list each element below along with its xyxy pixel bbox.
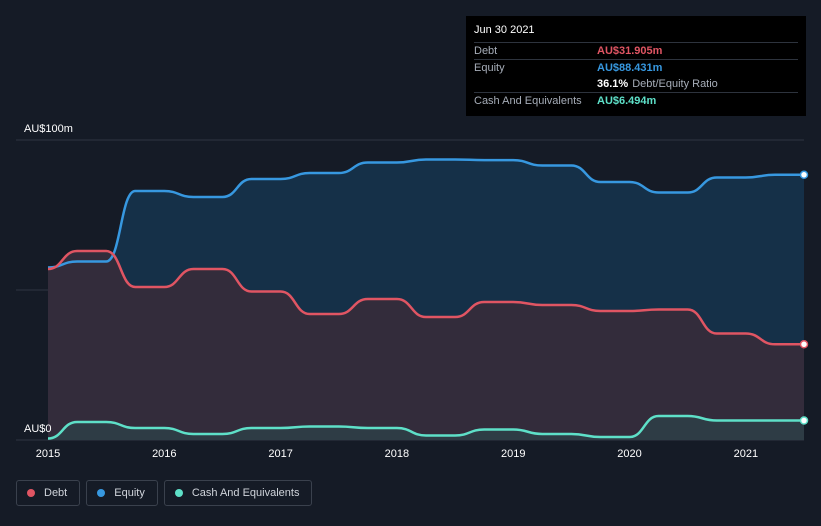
cash-and-equivalents-line: [47, 414, 804, 440]
y-axis-top-label: AU$100m: [24, 123, 73, 135]
x-tick-label-2020: 2020: [617, 448, 641, 460]
equity-dot-icon: [97, 489, 106, 497]
x-tick-label-2017: 2017: [268, 448, 292, 460]
tooltip-debt-value: AU$31.905m: [597, 45, 663, 57]
x-axis-ticks: 2015 2016 2017 2018 2019 2020 2021: [36, 448, 758, 460]
chart-endpoints: [799, 170, 809, 425]
x-tick-label-2021: 2021: [734, 448, 758, 460]
tooltip-ratio-value: 36.1%: [597, 78, 629, 90]
legend-equity-label: Equity: [114, 487, 145, 499]
x-tick-label-2016: 2016: [152, 448, 176, 460]
chart-lines: [47, 158, 804, 440]
chart-areas: [48, 159, 804, 440]
legend-item-equity[interactable]: Equity: [86, 480, 158, 506]
cash-and-equivalents-area: [48, 416, 804, 440]
debt-endpoint: [799, 340, 809, 349]
x-tick-label-2015: 2015: [36, 448, 60, 460]
equity-line: [47, 158, 804, 269]
legend-debt-label: Debt: [44, 487, 68, 499]
debt-line: [47, 249, 804, 346]
data-tooltip: Jun 30 2021 Debt AU$31.905m Equity AU$88…: [466, 16, 806, 116]
tooltip-cash-label: Cash And Equivalents: [474, 95, 582, 107]
legend-item-debt[interactable]: Debt: [16, 480, 81, 506]
legend-item-cash[interactable]: Cash And Equivalents: [163, 480, 313, 506]
tooltip-ratio-label: Debt/Equity Ratio: [632, 78, 718, 90]
tooltip-equity-label: Equity: [474, 62, 505, 74]
debt-dot-icon: [27, 489, 35, 497]
tooltip-debt-label: Debt: [474, 45, 498, 57]
tooltip-date: Jun 30 2021: [474, 24, 535, 36]
tooltip-row-equity: Equity AU$88.431m: [474, 59, 798, 76]
chart-legend: Debt Equity Cash And Equivalents: [16, 480, 313, 506]
tooltip-cash-value: AU$6.494m: [597, 95, 657, 107]
debt-area: [48, 251, 804, 440]
x-tick-label-2019: 2019: [501, 448, 525, 460]
cash-dot-icon: [174, 489, 183, 497]
x-tick-label-2018: 2018: [385, 448, 409, 460]
tooltip-row-debt: Debt AU$31.905m: [474, 42, 798, 59]
cash-and-equivalents-endpoint: [799, 416, 809, 425]
equity-endpoint: [799, 170, 809, 180]
legend-cash-label: Cash And Equivalents: [191, 487, 300, 499]
tooltip-row-cash: Cash And Equivalents AU$6.494m: [474, 92, 798, 109]
tooltip-row-ratio: 36.1% Debt/Equity Ratio: [474, 76, 798, 92]
y-axis-bottom-label: AU$0: [24, 423, 52, 435]
tooltip-equity-value: AU$88.431m: [597, 62, 663, 74]
